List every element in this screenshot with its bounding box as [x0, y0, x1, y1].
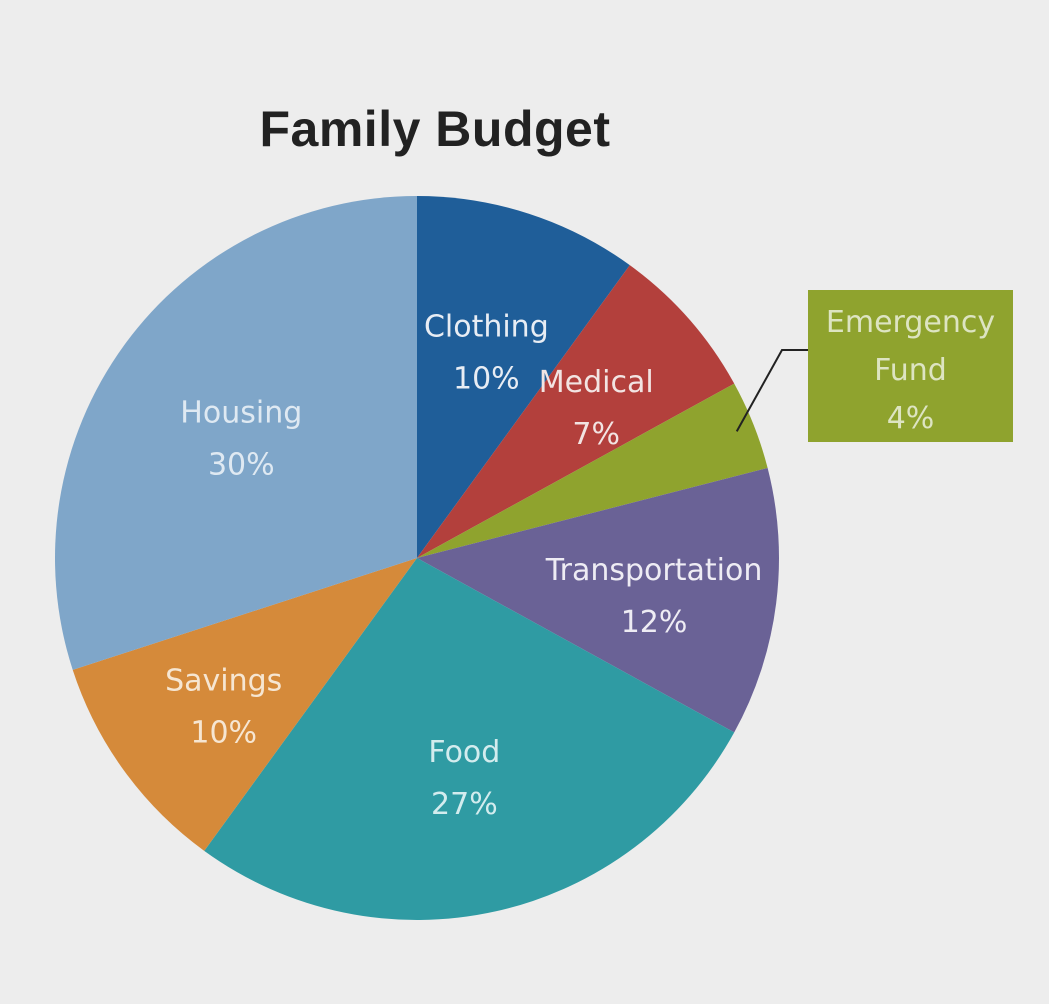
pie-slice-medical	[417, 265, 735, 558]
slice-label-emergency-fund: Emergency	[826, 305, 995, 340]
slice-label-medical: Medical	[539, 365, 654, 400]
callout-box-emergency-fund	[808, 290, 1013, 442]
chart-title: Family Budget	[259, 101, 611, 157]
callout-leader-line	[735, 349, 808, 432]
slice-label-food: Food	[428, 735, 500, 770]
slice-value-transportation: 12%	[621, 605, 688, 640]
slice-label-emergency-fund: Fund	[874, 353, 947, 388]
pie-slice-housing	[54, 196, 417, 670]
slice-value-savings: 10%	[190, 715, 257, 750]
pie-slice-emergency-fund	[417, 383, 768, 558]
slice-value-clothing: 10%	[453, 362, 520, 397]
slice-value-emergency-fund: 4%	[887, 401, 935, 436]
slice-value-food: 27%	[431, 787, 498, 822]
slice-label-housing: Housing	[180, 395, 302, 430]
pie-slice-clothing	[417, 196, 630, 558]
pie-slice-food	[204, 558, 735, 920]
slice-label-savings: Savings	[165, 663, 282, 698]
slice-value-medical: 7%	[572, 417, 620, 452]
pie-slice-savings	[72, 558, 418, 851]
slice-label-transportation: Transportation	[545, 553, 763, 588]
slice-value-housing: 30%	[208, 447, 275, 482]
pie-slice-transportation	[417, 467, 779, 733]
slice-label-clothing: Clothing	[424, 310, 549, 345]
